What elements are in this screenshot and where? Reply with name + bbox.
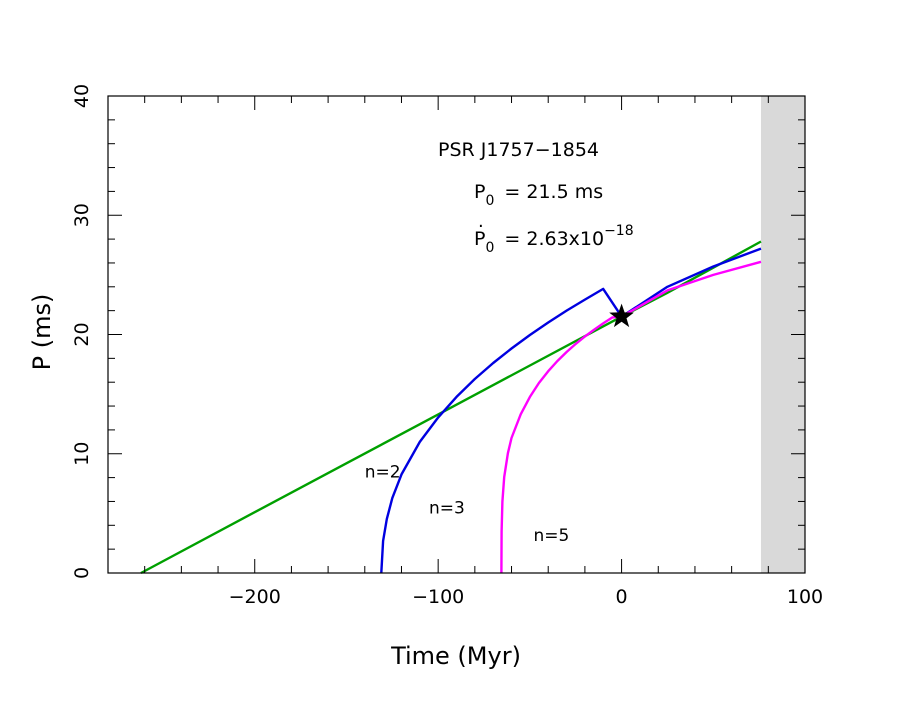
pdot-annotation: P0 = 2.63x10−18 bbox=[474, 223, 634, 256]
pdot-subscript: 0 bbox=[485, 240, 494, 256]
pdot-dot-glyph: · bbox=[478, 216, 484, 237]
series-label-n3: n=3 bbox=[429, 498, 465, 518]
y-tick-label: 10 bbox=[71, 442, 93, 466]
pdot-exponent: −18 bbox=[604, 223, 634, 239]
p0-value: = 21.5 ms bbox=[504, 181, 603, 203]
x-tick-label: 100 bbox=[787, 586, 823, 608]
series-layer: n=2 n=3 n=5 bbox=[140, 240, 762, 575]
p0-subscript: 0 bbox=[485, 193, 494, 209]
p0-annotation: P0 = 21.5 ms bbox=[474, 181, 603, 209]
x-tick-label: 0 bbox=[616, 586, 628, 608]
pdot-value: = 2.63x10 bbox=[504, 228, 604, 250]
pulsar-name-annotation: PSR J1757−1854 bbox=[438, 139, 599, 161]
series-label-n2: n=2 bbox=[365, 463, 401, 483]
y-tick-label: 30 bbox=[71, 203, 93, 227]
annotation-layer: PSR J1757−1854 P0 = 21.5 ms · P0 = 2.63x10… bbox=[438, 139, 634, 256]
y-tick-label: 40 bbox=[71, 84, 93, 108]
x-axis-label: Time (Myr) bbox=[390, 642, 521, 670]
y-tick-label: 0 bbox=[71, 567, 93, 579]
p0-symbol: P bbox=[474, 181, 485, 203]
series-line-n2 bbox=[140, 240, 762, 575]
axes-layer: −200 −100 0 100 0 10 20 30 40 Time (Myr) P (ms) bbox=[28, 84, 823, 670]
y-tick-label: 20 bbox=[71, 322, 93, 346]
current-point-star-marker bbox=[609, 303, 634, 328]
series-line-n3 bbox=[380, 247, 762, 574]
series-label-n5: n=5 bbox=[534, 526, 570, 546]
x-tick-label: −200 bbox=[229, 586, 281, 608]
y-axis-label: P (ms) bbox=[28, 294, 56, 371]
pdot-symbol: P bbox=[474, 228, 485, 250]
x-tick-label: −100 bbox=[412, 586, 464, 608]
